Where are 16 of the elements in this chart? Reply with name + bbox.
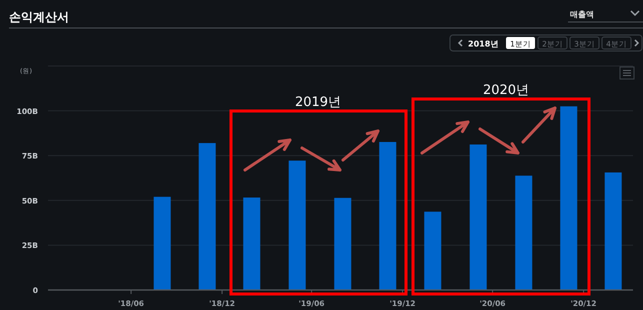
bar — [243, 198, 260, 290]
chart-title: 손익계산서 — [9, 10, 69, 24]
bar — [515, 176, 532, 290]
bar — [334, 198, 352, 290]
bar — [379, 142, 396, 290]
bar — [288, 160, 306, 290]
annotation: 2019년 — [294, 95, 342, 110]
bar — [560, 106, 578, 290]
bar — [424, 212, 442, 290]
text: 2018년 — [468, 40, 498, 48]
text: 매출액 — [570, 10, 594, 19]
bar — [604, 172, 622, 290]
bar — [198, 143, 216, 290]
bar — [470, 144, 487, 290]
annotation: 2020년 — [482, 83, 530, 98]
bar — [154, 196, 171, 290]
